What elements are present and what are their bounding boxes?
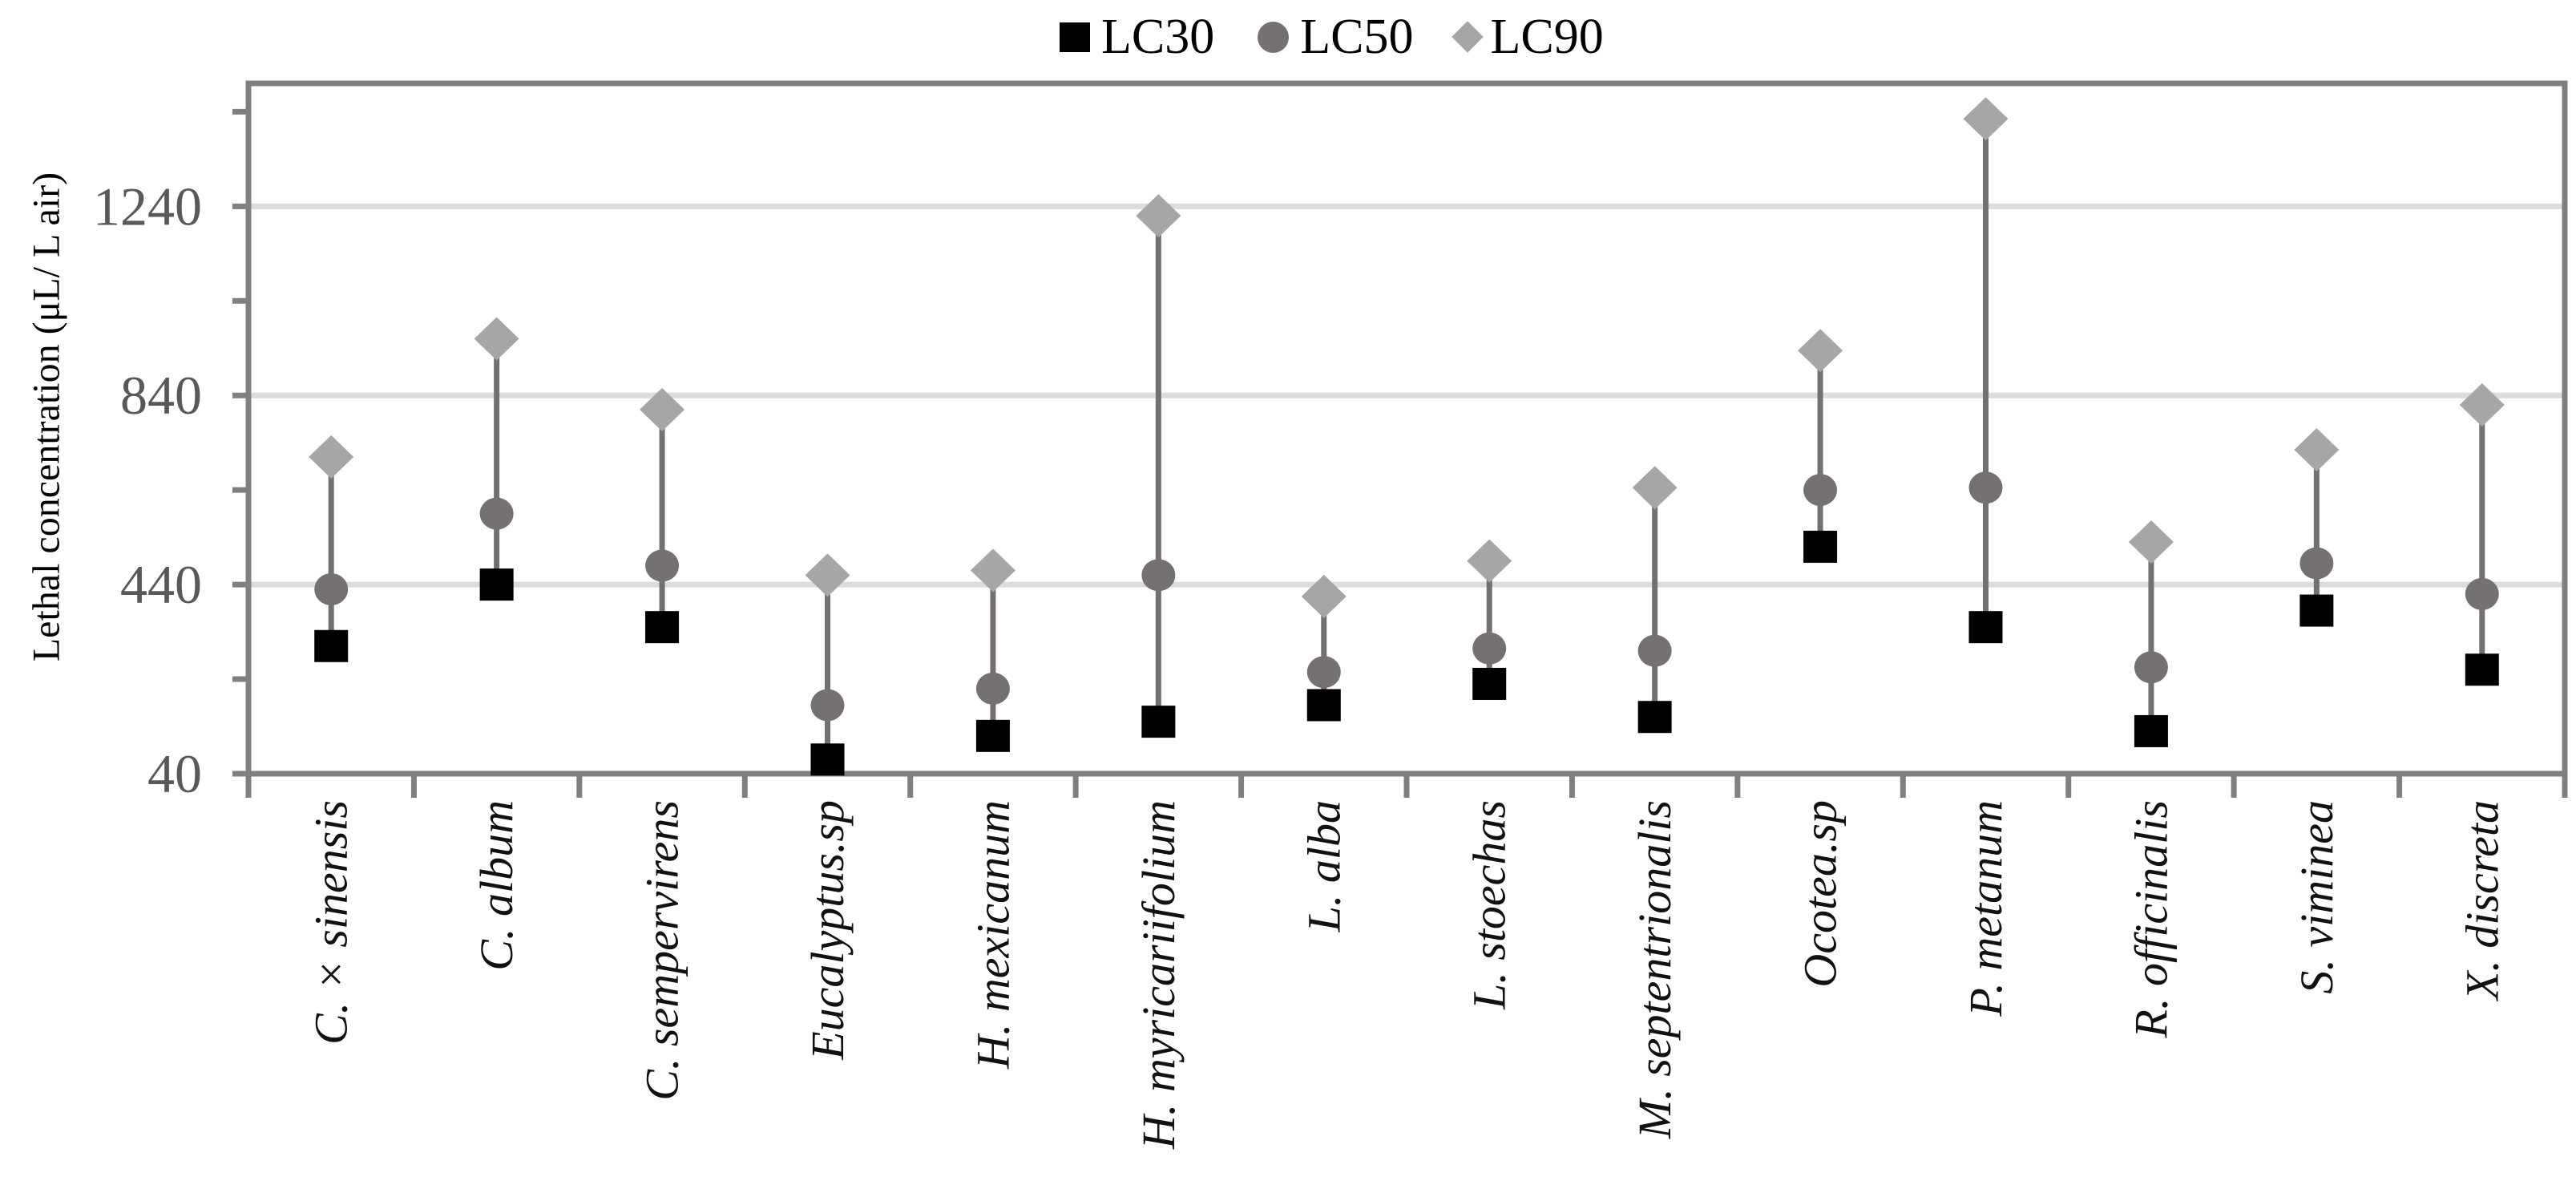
lc50-circle-marker bbox=[975, 672, 1010, 705]
lc30-square-marker bbox=[1803, 530, 1838, 563]
x-category-label: C. album bbox=[470, 800, 523, 971]
legend-item-lc50: LC50 bbox=[1258, 12, 1413, 62]
legend-item-lc90: LC90 bbox=[1452, 10, 1604, 64]
lc90-diamond-marker bbox=[2128, 520, 2174, 564]
lc90-diamond-marker bbox=[1963, 97, 2009, 141]
lc90-diamond-marker bbox=[474, 317, 519, 361]
x-category-label: X. discreta bbox=[2456, 800, 2508, 1001]
lc30-square-marker bbox=[975, 719, 1010, 752]
x-category-label: P. metanum bbox=[1960, 800, 2012, 1017]
lc30-square-marker bbox=[2299, 594, 2334, 627]
lc30-square-marker bbox=[1306, 689, 1341, 722]
lc30-square-marker bbox=[645, 611, 680, 644]
plot-frame bbox=[245, 80, 2568, 777]
legend: LC30 LC50 LC90 bbox=[1060, 8, 1604, 66]
lc90-diamond-marker bbox=[805, 553, 850, 597]
lc50-circle-marker bbox=[810, 689, 845, 722]
lc90-diamond-marker bbox=[1136, 194, 1181, 238]
x-category-label: S. viminea bbox=[2291, 800, 2343, 994]
lc30-square-marker bbox=[810, 743, 845, 776]
legend-label: LC50 bbox=[1300, 10, 1414, 64]
lc30-square-marker bbox=[314, 629, 349, 662]
lc50-circle-marker bbox=[1306, 656, 1341, 689]
circle-icon bbox=[1258, 21, 1290, 53]
lc50-circle-marker bbox=[479, 497, 514, 530]
lc90-diamond-marker bbox=[1301, 574, 1347, 618]
y-tick-label: 40 bbox=[147, 743, 202, 804]
x-category-label: H. myricariifolium bbox=[1133, 800, 1185, 1150]
lc50-circle-marker bbox=[314, 573, 349, 606]
legend-label: LC90 bbox=[1490, 10, 1604, 64]
lc50-circle-marker bbox=[1472, 632, 1507, 665]
x-category-label: L. alba bbox=[1298, 800, 1350, 932]
lc90-diamond-marker bbox=[640, 387, 685, 431]
lc50-circle-marker bbox=[2465, 577, 2499, 610]
lc30-square-marker bbox=[1141, 706, 1176, 738]
x-category-label: R. officinalis bbox=[2125, 800, 2177, 1038]
lc30-square-marker bbox=[2134, 714, 2168, 747]
y-axis-title: Lethal concentration (μL/ L air) bbox=[26, 172, 68, 661]
lc50-circle-marker bbox=[2134, 651, 2168, 684]
lc30-square-marker bbox=[1472, 667, 1507, 700]
lc50-circle-marker bbox=[1803, 474, 1838, 507]
x-category-label: H. mexicanum bbox=[967, 800, 1019, 1070]
lc30-square-marker bbox=[2465, 653, 2499, 686]
lc30-square-marker bbox=[1968, 611, 2003, 644]
y-tick-label: 1240 bbox=[93, 176, 202, 237]
x-category-label: Eucalyptus.sp bbox=[801, 800, 854, 1061]
lc90-diamond-marker bbox=[1632, 466, 1678, 510]
y-tick-label: 440 bbox=[120, 554, 202, 615]
x-category-label: M. septentrionalis bbox=[1629, 800, 1681, 1139]
lc90-diamond-marker bbox=[1467, 539, 1512, 583]
lc50-circle-marker bbox=[1141, 559, 1176, 592]
lc90-diamond-marker bbox=[1798, 329, 1843, 373]
lc50-circle-marker bbox=[1637, 634, 1672, 667]
lc90-diamond-marker bbox=[2294, 428, 2340, 472]
lc30-square-marker bbox=[1637, 701, 1672, 734]
x-category-label: C. × sinensis bbox=[305, 800, 357, 1045]
lc90-diamond-marker bbox=[2459, 383, 2505, 427]
lc90-diamond-marker bbox=[309, 435, 354, 479]
lc30-square-marker bbox=[479, 568, 514, 601]
square-icon bbox=[1060, 22, 1090, 52]
lc90-diamond-marker bbox=[970, 548, 1015, 593]
lc50-circle-marker bbox=[2299, 547, 2334, 580]
legend-item-lc30: LC30 bbox=[1060, 12, 1214, 62]
x-category-label: Ocotea.sp bbox=[1795, 800, 1847, 988]
legend-label: LC30 bbox=[1101, 10, 1215, 64]
x-category-label: L. stoechas bbox=[1464, 800, 1516, 1010]
lc50-circle-marker bbox=[645, 549, 680, 582]
lc50-circle-marker bbox=[1968, 471, 2003, 504]
y-tick-label: 840 bbox=[120, 365, 202, 426]
x-category-label: C. sempervirens bbox=[636, 800, 688, 1101]
